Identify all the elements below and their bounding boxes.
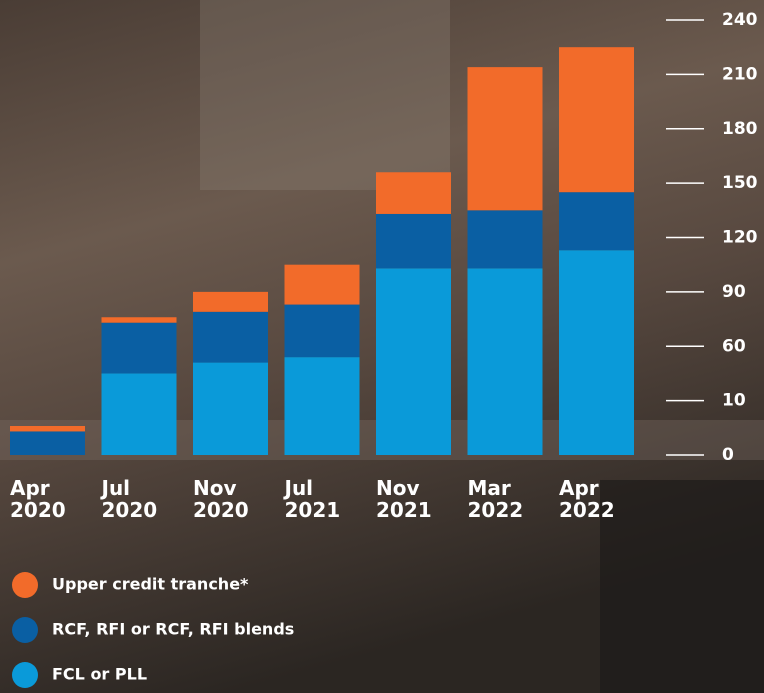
bar-segment xyxy=(102,323,177,374)
legend-swatch xyxy=(12,617,38,643)
legend-label: RCF, RFI or RCF, RFI blends xyxy=(52,620,294,639)
bar-segment xyxy=(559,47,634,192)
bar-segment xyxy=(193,312,268,363)
bar-segment xyxy=(559,250,634,455)
y-tick-label: 0 xyxy=(722,445,734,465)
legend-swatch xyxy=(12,662,38,688)
y-tick-label: 120 xyxy=(722,228,758,248)
x-tick-label: Apr 2020 xyxy=(10,477,70,521)
legend-label: FCL or PLL xyxy=(52,665,147,684)
page: 0 10 60 90 120 150 180 210 240 FCL or PLL RCF, RFI… xyxy=(0,0,764,693)
background-building xyxy=(200,0,450,190)
bar-segment xyxy=(376,172,451,214)
bar-segment xyxy=(559,192,634,250)
bar-segment xyxy=(285,305,360,358)
bar-segment xyxy=(376,214,451,268)
bar-segment xyxy=(102,373,177,455)
y-tick-label: 90 xyxy=(722,282,746,302)
y-tick-label: 10 xyxy=(722,391,746,411)
bar-segment xyxy=(285,357,360,455)
y-tick-label: 240 xyxy=(722,10,758,30)
bar-segment xyxy=(10,431,85,455)
x-tick-label: Jul 2021 xyxy=(285,477,345,521)
legend-swatch xyxy=(12,572,38,598)
x-tick-label: Nov 2020 xyxy=(193,477,253,521)
y-tick-label: 210 xyxy=(722,64,758,84)
bar-segment xyxy=(193,363,268,455)
bar-segment xyxy=(10,426,85,431)
y-tick-label: 150 xyxy=(722,173,758,193)
bar-segment xyxy=(468,210,543,268)
x-tick-label: Mar 2022 xyxy=(468,477,528,521)
bar-segment xyxy=(468,67,543,210)
bar-segment xyxy=(376,268,451,455)
chart: 0 10 60 90 120 150 180 210 240 FCL or PLL RCF, RFI… xyxy=(0,0,764,693)
background-figure xyxy=(600,480,764,693)
bar-segment xyxy=(468,268,543,455)
y-tick-label: 180 xyxy=(722,119,758,139)
x-tick-label: Apr 2022 xyxy=(559,477,619,521)
x-tick-label: Jul 2020 xyxy=(102,477,162,521)
bar-segment xyxy=(285,265,360,305)
bar-segment xyxy=(102,317,177,322)
y-tick-label: 60 xyxy=(722,336,746,356)
x-tick-label: Nov 2021 xyxy=(376,477,436,521)
bar-segment xyxy=(193,292,268,312)
legend-label: Upper credit tranche* xyxy=(52,575,249,594)
